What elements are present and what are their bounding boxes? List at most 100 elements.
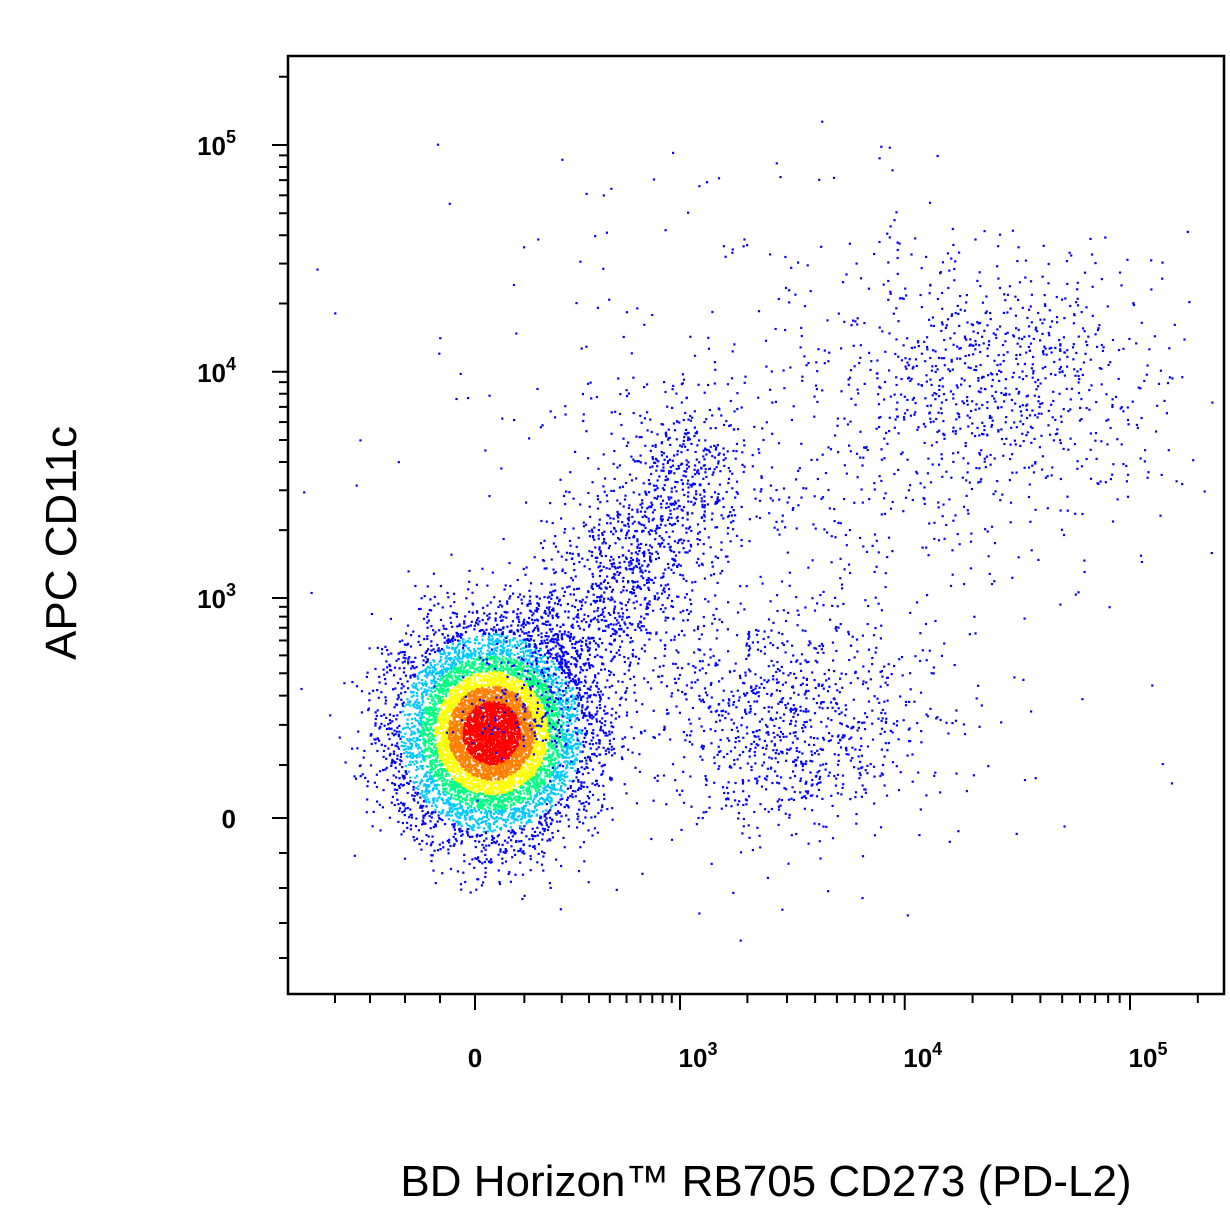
event-dot [518,814,521,817]
event-dot [542,869,545,872]
event-dot [487,818,490,821]
event-dot [374,717,377,721]
event-dot [576,753,579,756]
event-dot [514,714,517,717]
event-dot [552,681,555,684]
event-dot [431,762,434,765]
event-dot [440,702,443,705]
event-dot [466,722,469,725]
event-dot [588,623,591,626]
event-dot [416,675,419,678]
event-dot [523,852,526,855]
event-dot [439,679,442,682]
event-dot [511,682,514,686]
event-dot [486,806,489,809]
event-dot [503,839,507,842]
event-dot [481,805,484,808]
event-dot [586,786,589,789]
event-dot [546,768,549,771]
event-dot [557,782,560,785]
event-dot [525,835,528,838]
event-dot [428,742,431,745]
event-dot [507,815,510,819]
event-dot [456,677,459,681]
event-dot [549,677,552,680]
event-dot [535,751,538,755]
event-dot [422,709,425,712]
event-dot [426,626,429,629]
event-dot [488,844,491,847]
event-dot [442,665,445,669]
event-dot [452,805,455,808]
event-dot [534,722,537,726]
event-dot [557,682,560,685]
event-dot [553,785,556,788]
event-dot [403,713,406,716]
event-dot [525,714,528,718]
event-dot [578,820,581,824]
event-dot [429,777,432,781]
event-dot [552,745,555,748]
event-dot [403,745,406,748]
event-dot [504,851,507,854]
event-dot [427,733,430,736]
event-dot [635,600,638,603]
event-dot [425,723,428,726]
event-dot [528,752,531,755]
event-dot [550,665,553,668]
event-dot [551,657,555,660]
event-dot [442,650,445,653]
event-dot [480,731,483,734]
event-dot [476,740,479,743]
event-dot [484,809,487,812]
event-dot [539,754,542,757]
event-dot [410,742,413,746]
event-dot [454,727,457,730]
event-dot [511,787,514,791]
event-dot [547,755,550,758]
event-dot [509,791,513,794]
event-dot [467,656,470,659]
event-dot [480,755,483,758]
event-dot [533,679,536,682]
event-dot [432,710,435,713]
event-dot [489,823,492,826]
event-dot [476,780,479,783]
event-dot [448,742,451,745]
event-dot [502,811,505,814]
event-dot [441,872,444,875]
event-dot [485,837,488,840]
event-dot [532,628,536,631]
event-dot [455,815,458,818]
event-dot [539,700,542,703]
event-dot [433,633,436,636]
event-dot [516,613,519,616]
event-dot [528,809,531,812]
event-dot [439,659,442,662]
event-dot [412,682,415,685]
event-dot [380,691,383,694]
event-dot [544,809,547,812]
event-dot [415,687,418,690]
event-dot [555,702,559,705]
event-dot [524,771,527,774]
event-dot [448,699,452,702]
event-dot [523,705,526,708]
event-dot [507,690,510,693]
event-dot [440,665,443,668]
event-dot [497,817,501,820]
event-dot [516,781,519,784]
event-dot [594,815,597,818]
event-dot [425,733,428,736]
event-dot [494,692,497,695]
event-dot [545,715,549,718]
event-dot [531,838,534,841]
event-dot [537,697,540,700]
event-dot [468,734,472,737]
event-dot [458,623,461,626]
event-dot [503,705,506,708]
event-dot [591,681,594,684]
event-dot [397,735,400,738]
event-dot [485,704,488,707]
event-dot [409,742,412,745]
